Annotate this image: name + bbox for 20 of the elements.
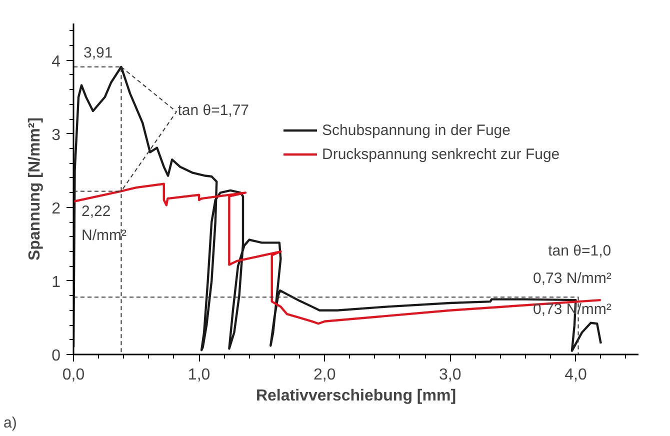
annotation: 3,91	[84, 44, 113, 62]
x-axis-title: Relativverschiebung [mm]	[256, 388, 456, 404]
annotation: tan θ=1,0	[548, 242, 612, 260]
x-tick-label: 0,0	[62, 366, 85, 384]
legend-label: Schubspannung in der Fuge	[322, 122, 510, 138]
x-tick-label: 1,0	[188, 366, 210, 384]
y-tick-label: 0	[52, 348, 61, 364]
x-tick-label: 4,0	[564, 366, 587, 384]
y-tick-label: 4	[52, 53, 61, 70]
y-tick-label: 2	[52, 200, 61, 218]
x-tick-label: 2,0	[313, 366, 336, 384]
y-tick-label: 3	[52, 126, 61, 144]
y-axis-title: Spannung [N/mm²]	[26, 117, 44, 261]
annotation: 0,73 N/mm²	[533, 270, 612, 288]
text: a)	[4, 414, 17, 432]
legend-label: Druckspannung senkrecht zur Fuge	[322, 146, 560, 162]
x-tick-label: 3,0	[439, 366, 462, 384]
annotation: tan θ=1,77	[178, 102, 250, 119]
annotation: 2,22 N/mm²	[82, 202, 127, 244]
y-tick-label: 1	[52, 274, 61, 291]
